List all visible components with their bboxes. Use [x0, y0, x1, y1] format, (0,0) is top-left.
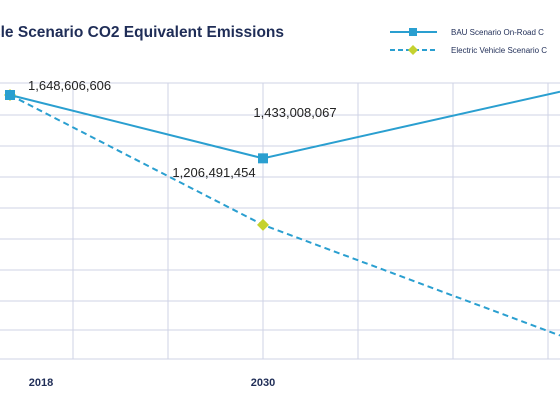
- legend-marker-ev: [408, 45, 418, 55]
- chart-title: cle Scenario CO2 Equivalent Emissions: [0, 24, 285, 41]
- data-label: 1,648,606,606: [28, 78, 111, 93]
- data-label: 1,206,491,454: [172, 165, 255, 180]
- legend-label-ev: Electric Vehicle Scenario C: [451, 46, 547, 55]
- series-line-bau: [9, 90, 560, 160]
- legend-marker-bau: [409, 28, 417, 36]
- x-tick-label: 2030: [251, 377, 275, 389]
- series-line-ev: [9, 94, 560, 337]
- data-label: 1,433,008,067: [253, 105, 336, 120]
- legend-label-bau: BAU Scenario On-Road C: [451, 28, 544, 37]
- marker-diamond: [257, 218, 269, 231]
- marker-square: [5, 90, 15, 100]
- marker-square: [258, 153, 268, 164]
- x-tick-label: 2018: [29, 377, 53, 389]
